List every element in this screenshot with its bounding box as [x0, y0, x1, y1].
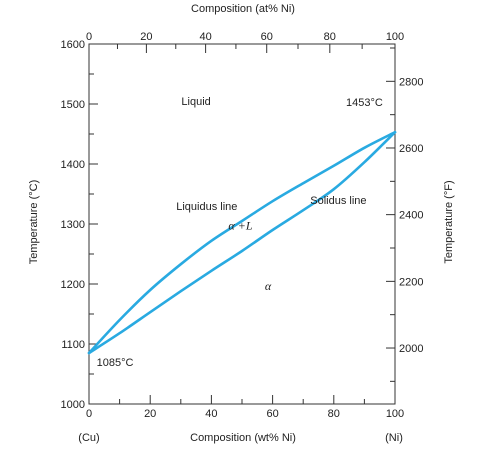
right-tick-label: 2000	[399, 343, 423, 355]
top-tick-label: 20	[140, 31, 152, 43]
bottom-tick-label: 0	[86, 408, 92, 420]
right-axis-label: Temperature (°F)	[443, 180, 455, 263]
annotation-liquidus-line: Liquidus line	[176, 201, 237, 213]
left-axis-ticks: 1000 1100 1200 1300 1400 1500 1600	[61, 39, 98, 411]
right-tick-label: 2400	[399, 210, 423, 222]
annotation-solidus-line: Solidus line	[310, 195, 366, 207]
bottom-axis-right-end-label: (Ni)	[385, 432, 403, 444]
left-tick-label: 1500	[61, 99, 85, 111]
bottom-tick-label: 60	[266, 408, 278, 420]
annotation-1453-c: 1453°C	[346, 97, 383, 109]
left-tick-label: 1400	[61, 159, 85, 171]
left-tick-label: 1200	[61, 279, 85, 291]
right-tick-label: 2600	[399, 143, 423, 155]
bottom-axis-left-end-label: (Cu)	[78, 432, 99, 444]
annotations: Liquid 1453°C Liquidus line Solidus line α +…	[97, 96, 383, 369]
annotation-: α	[265, 279, 272, 293]
annotation-l: α +L	[228, 218, 252, 232]
bottom-axis-ticks: 0 20 40 60 80 100	[86, 395, 404, 420]
series-lines	[87, 130, 397, 355]
left-axis-label: Temperature (°C)	[28, 180, 40, 264]
solidus-line-curve	[87, 130, 397, 355]
left-tick-label: 1300	[61, 219, 85, 231]
top-tick-label: 40	[199, 31, 211, 43]
top-tick-label: 80	[324, 31, 336, 43]
bottom-tick-label: 100	[386, 408, 404, 420]
left-tick-label: 1100	[61, 339, 85, 351]
top-tick-label: 0	[86, 31, 92, 43]
bottom-tick-label: 80	[328, 408, 340, 420]
liquidus-line-curve	[87, 130, 397, 355]
top-tick-label: 60	[261, 31, 273, 43]
bottom-tick-label: 20	[144, 408, 156, 420]
bottom-tick-label: 40	[205, 408, 217, 420]
right-axis-ticks: 2000 2200 2400 2600 2800	[386, 47, 423, 382]
top-tick-label: 100	[386, 31, 404, 43]
top-axis-ticks: 0 20 40 60 80 100	[86, 31, 404, 53]
left-tick-label: 1600	[61, 39, 85, 51]
right-tick-label: 2200	[399, 276, 423, 288]
annotation-liquid: Liquid	[181, 96, 210, 108]
annotation-1085-c: 1085°C	[97, 357, 134, 369]
right-tick-label: 2800	[399, 76, 423, 88]
bottom-axis-label: Composition (wt% Ni)	[190, 432, 296, 444]
left-tick-label: 1000	[61, 399, 85, 411]
top-axis-label: Composition (at% Ni)	[191, 3, 295, 15]
